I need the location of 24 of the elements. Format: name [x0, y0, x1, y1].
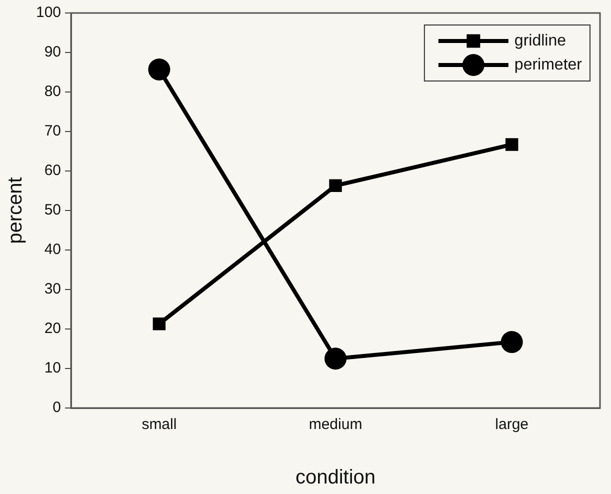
y-axis-title: percent — [4, 176, 27, 244]
x-tick-label: small — [142, 416, 177, 434]
y-tick-label: 50 — [44, 202, 62, 219]
x-axis-title: condition — [295, 466, 376, 489]
point — [324, 348, 347, 370]
y-tick-label: 80 — [44, 83, 62, 100]
x-tick-label: medium — [308, 416, 362, 434]
point — [500, 331, 523, 354]
point — [505, 138, 518, 151]
y-tick-label: 100 — [36, 4, 62, 22]
y-tick-label: 20 — [44, 320, 62, 338]
y-tick-label: 10 — [44, 360, 62, 377]
y-tick-label: 40 — [44, 241, 62, 258]
y-tick-label: 60 — [44, 162, 62, 180]
legend-label: gridline — [514, 32, 566, 50]
x-tick-label: large — [495, 416, 529, 434]
point — [148, 58, 170, 80]
y-tick-label: 30 — [44, 280, 62, 298]
legend-label: perimeter — [514, 56, 583, 74]
y-tick-label: 70 — [44, 122, 62, 140]
y-tick-label: 90 — [44, 44, 62, 61]
point — [329, 179, 342, 192]
y-tick-label: 0 — [52, 399, 62, 416]
point — [152, 318, 166, 330]
